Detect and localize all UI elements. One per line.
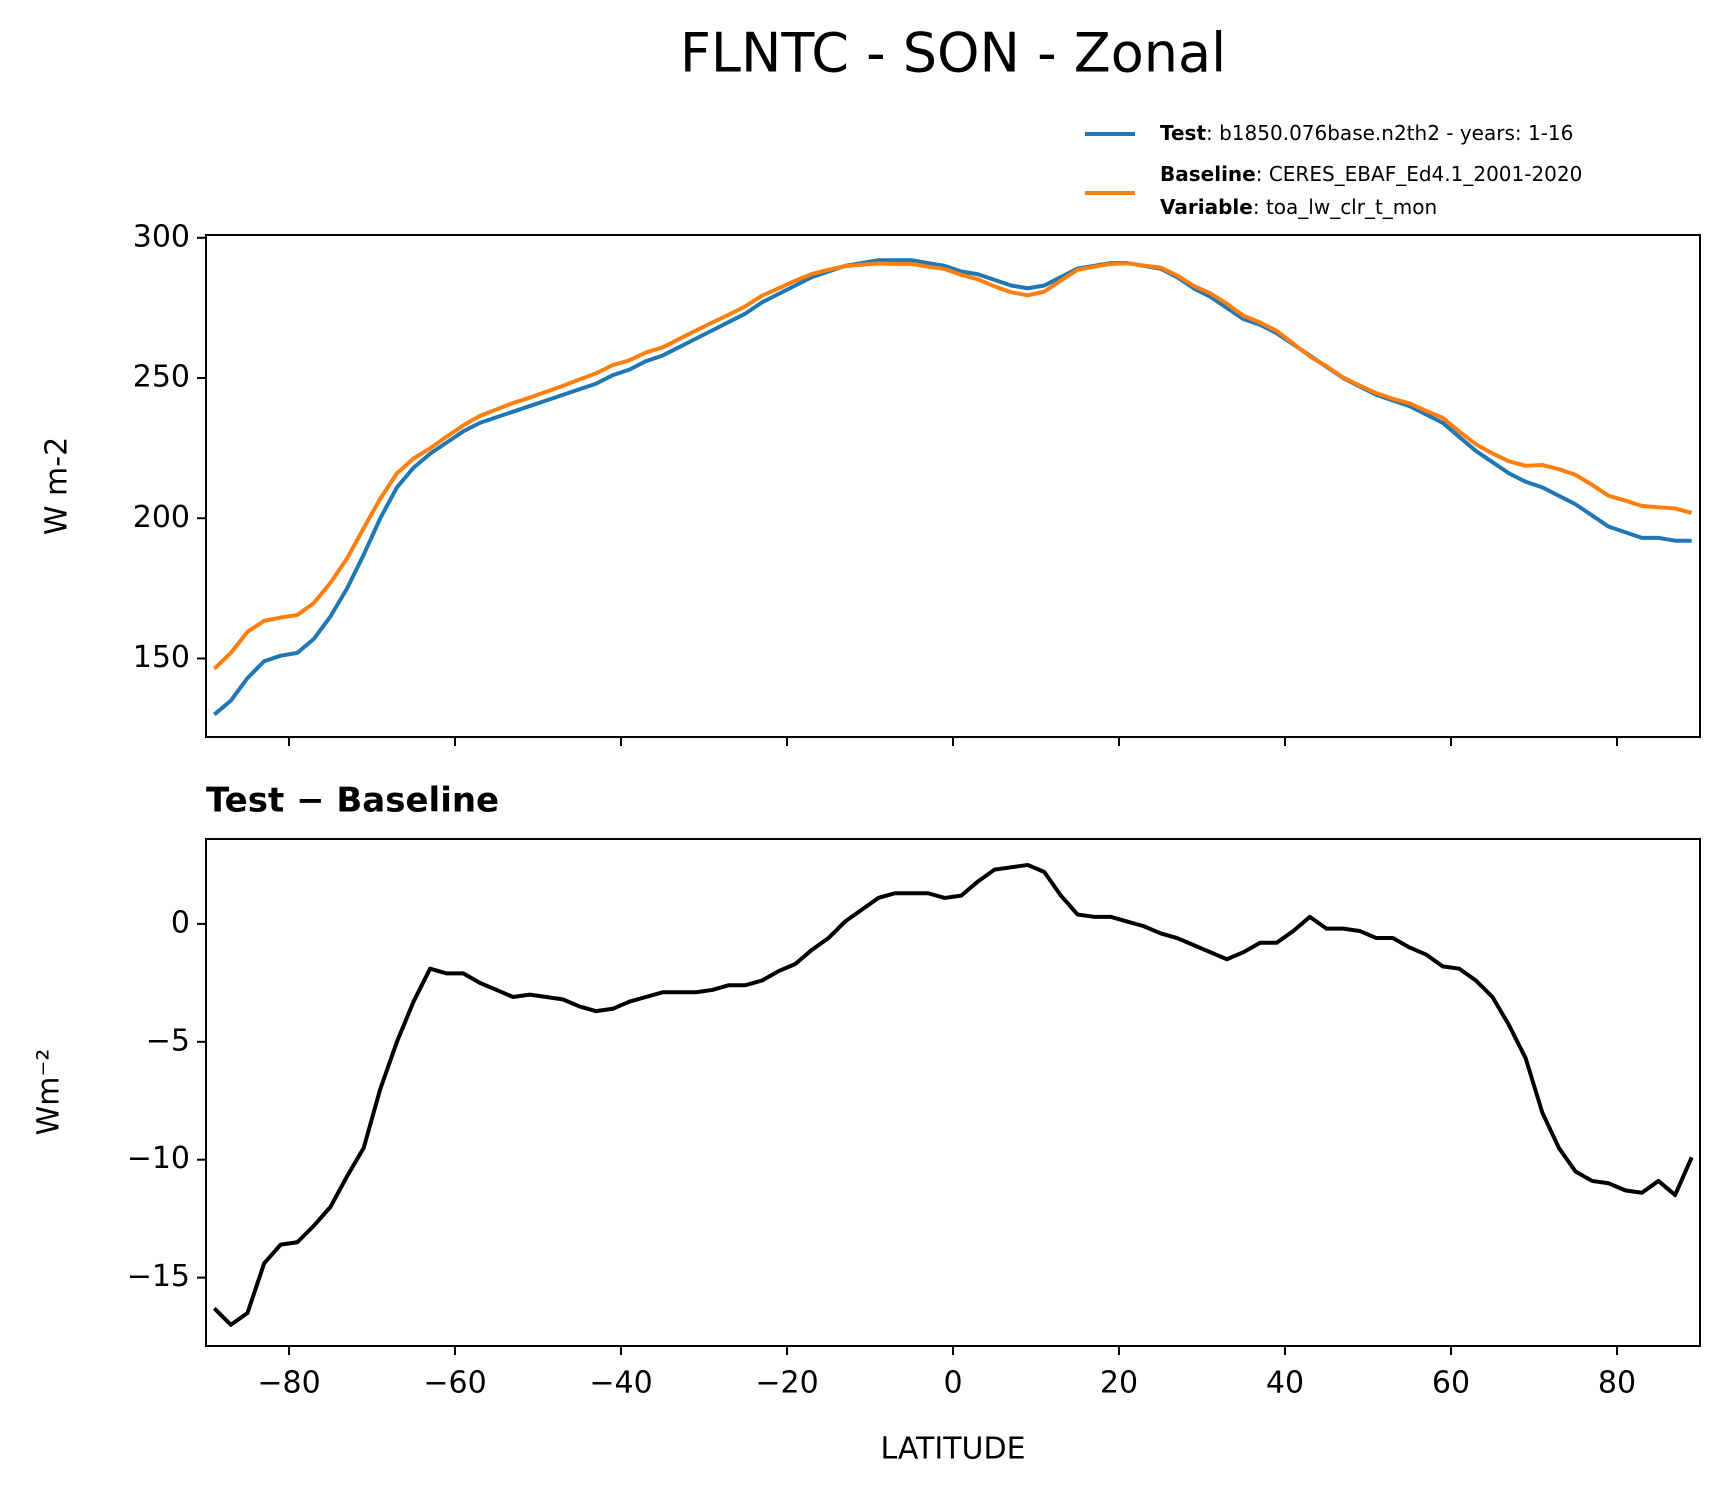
- x-tick-label: 0: [943, 1366, 962, 1401]
- y-tick-label: 300: [133, 219, 190, 254]
- subplot-title: Test − Baseline: [206, 781, 499, 821]
- y-tick-label: 150: [133, 640, 190, 675]
- x-tick-label: −20: [755, 1366, 818, 1401]
- y-tick-label: −15: [127, 1259, 190, 1294]
- legend-text: : b1850.076base.n2th2 - years: 1-16: [1206, 121, 1573, 145]
- x-tick-label: 60: [1432, 1366, 1470, 1401]
- y-tick-label: −5: [146, 1023, 190, 1058]
- x-tick-label: −60: [423, 1366, 486, 1401]
- legend-name: Test: [1160, 121, 1206, 145]
- x-tick-label: 20: [1100, 1366, 1138, 1401]
- legend-entry: Baseline: CERES_EBAF_Ed4.1_2001-2020: [1160, 162, 1582, 186]
- legend-text: : toa_lw_clr_t_mon: [1253, 195, 1437, 219]
- y-tick-label: 0: [171, 905, 190, 940]
- x-tick-label: −40: [589, 1366, 652, 1401]
- x-axis-label: LATITUDE: [880, 1432, 1025, 1467]
- legend-text: : CERES_EBAF_Ed4.1_2001-2020: [1256, 162, 1583, 186]
- plot-frame: [205, 234, 1701, 738]
- legend-name: Variable: [1160, 195, 1253, 219]
- figure-title: FLNTC - SON - Zonal: [680, 22, 1226, 85]
- y-tick-label: 250: [133, 360, 190, 395]
- legend-entry: Test: b1850.076base.n2th2 - years: 1-16: [1160, 121, 1573, 145]
- data-line: [212, 862, 1694, 1327]
- data-line: [212, 261, 1693, 671]
- y-axis-label: W m-2: [40, 437, 75, 535]
- plot-frame: [205, 838, 1701, 1347]
- x-tick-label: 80: [1598, 1366, 1636, 1401]
- y-tick-label: 200: [133, 500, 190, 535]
- legend-name: Baseline: [1160, 162, 1256, 186]
- data-line: [213, 258, 1692, 717]
- x-tick-label: −80: [257, 1366, 320, 1401]
- x-tick-label: 40: [1266, 1366, 1304, 1401]
- legend-entry: Variable: toa_lw_clr_t_mon: [1160, 195, 1437, 219]
- y-tick-label: −10: [127, 1141, 190, 1176]
- y-axis-label: Wm⁻²: [32, 1049, 67, 1136]
